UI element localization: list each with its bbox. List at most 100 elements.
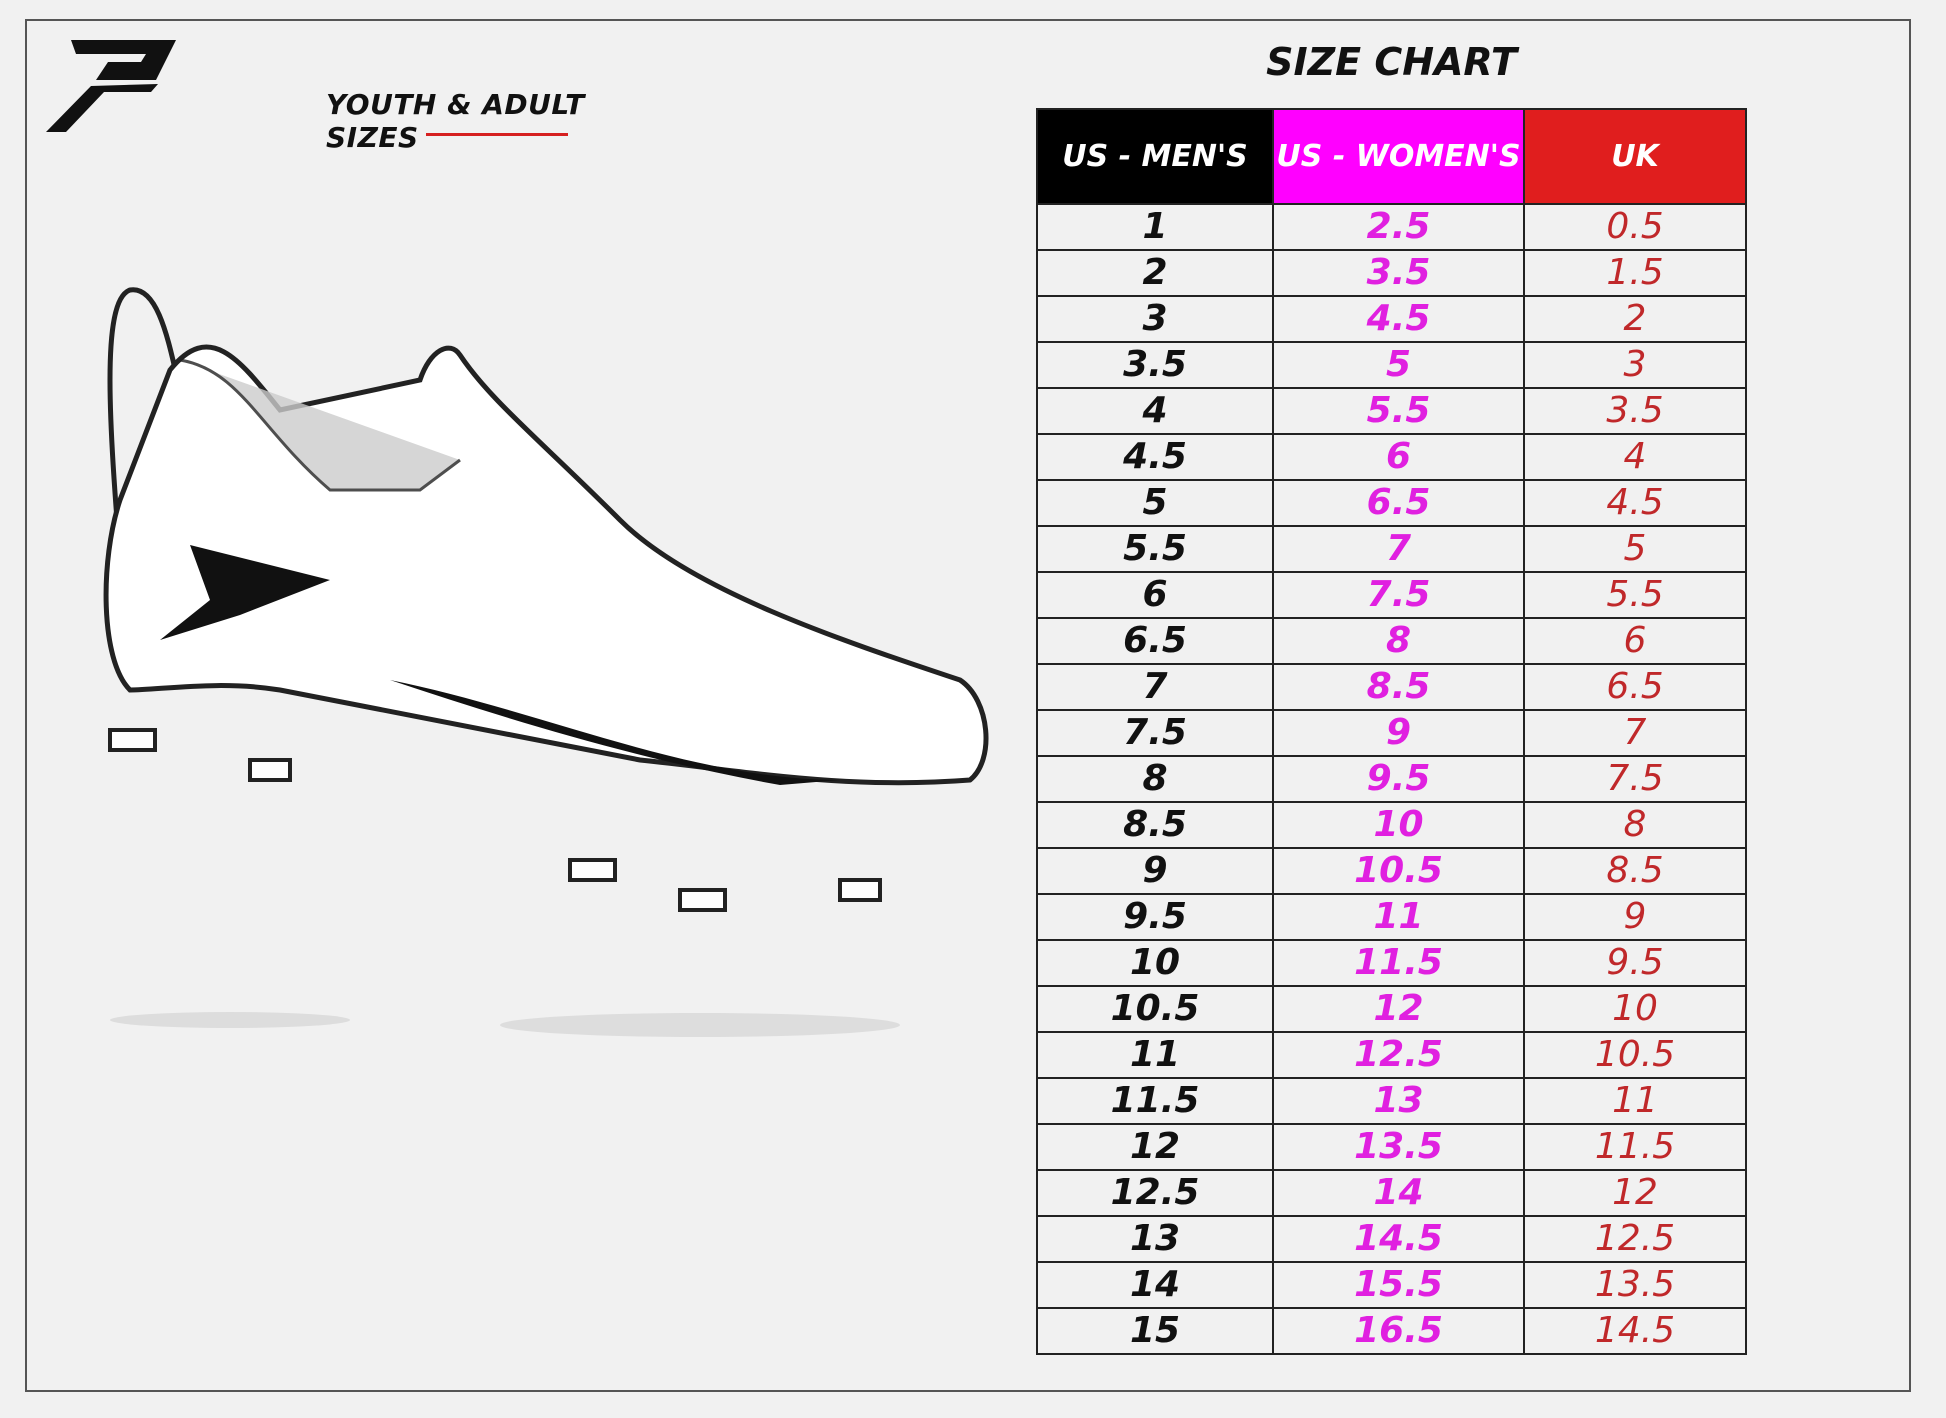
uk-size: 10	[1523, 985, 1747, 1033]
us-women-size: 14.5	[1272, 1215, 1525, 1263]
uk-size: 13.5	[1523, 1261, 1747, 1309]
uk-size: 9.5	[1523, 939, 1747, 987]
us-women-size: 7	[1272, 525, 1525, 573]
us-men-size: 11	[1036, 1031, 1274, 1079]
us-women-size: 8	[1272, 617, 1525, 665]
uk-size: 12	[1523, 1169, 1747, 1217]
us-women-size: 12	[1272, 985, 1525, 1033]
table-row: 1 2.5 0.5	[1036, 203, 1747, 251]
table-row: 3 4.5 2	[1036, 295, 1747, 343]
us-men-size: 3.5	[1036, 341, 1274, 389]
table-row: 8.5 10 8	[1036, 801, 1747, 849]
us-women-size: 8.5	[1272, 663, 1525, 711]
uk-size: 3	[1523, 341, 1747, 389]
us-women-size: 2.5	[1272, 203, 1525, 251]
table-row: 8 9.5 7.5	[1036, 755, 1747, 803]
table-row: 12.5 14 12	[1036, 1169, 1747, 1217]
table-row: 9 10.5 8.5	[1036, 847, 1747, 895]
us-men-size: 8.5	[1036, 801, 1274, 849]
uk-size: 0.5	[1523, 203, 1747, 251]
us-women-size: 9	[1272, 709, 1525, 757]
heading-underline	[426, 133, 568, 136]
table-row: 5.5 7 5	[1036, 525, 1747, 573]
us-men-size: 4.5	[1036, 433, 1274, 481]
us-women-size: 5	[1272, 341, 1525, 389]
table-row: 7 8.5 6.5	[1036, 663, 1747, 711]
us-women-size: 12.5	[1272, 1031, 1525, 1079]
us-women-size: 13.5	[1272, 1123, 1525, 1171]
uk-size: 4	[1523, 433, 1747, 481]
uk-size: 6	[1523, 617, 1747, 665]
us-women-size: 7.5	[1272, 571, 1525, 619]
us-men-size: 5	[1036, 479, 1274, 527]
table-row: 11 12.5 10.5	[1036, 1031, 1747, 1079]
table-row: 12 13.5 11.5	[1036, 1123, 1747, 1171]
us-women-size: 10.5	[1272, 847, 1525, 895]
uk-size: 7.5	[1523, 755, 1747, 803]
brand-logo	[46, 40, 176, 132]
uk-size: 4.5	[1523, 479, 1747, 527]
us-men-size: 1	[1036, 203, 1274, 251]
us-men-size: 12.5	[1036, 1169, 1274, 1217]
uk-size: 2	[1523, 295, 1747, 343]
us-men-size: 8	[1036, 755, 1274, 803]
us-women-size: 14	[1272, 1169, 1525, 1217]
us-women-size: 9.5	[1272, 755, 1525, 803]
column-header-uk: UK	[1523, 108, 1747, 205]
us-women-size: 11.5	[1272, 939, 1525, 987]
us-women-size: 16.5	[1272, 1307, 1525, 1355]
us-women-size: 6	[1272, 433, 1525, 481]
us-men-size: 7.5	[1036, 709, 1274, 757]
uk-size: 11.5	[1523, 1123, 1747, 1171]
us-men-size: 12	[1036, 1123, 1274, 1171]
uk-size: 6.5	[1523, 663, 1747, 711]
table-row: 4 5.5 3.5	[1036, 387, 1747, 435]
us-men-size: 14	[1036, 1261, 1274, 1309]
uk-size: 10.5	[1523, 1031, 1747, 1079]
size-chart-title: SIZE CHART	[1266, 40, 1517, 84]
us-men-size: 3	[1036, 295, 1274, 343]
table-row: 3.5 5 3	[1036, 341, 1747, 389]
uk-size: 14.5	[1523, 1307, 1747, 1355]
us-men-size: 6	[1036, 571, 1274, 619]
us-men-size: 4	[1036, 387, 1274, 435]
uk-size: 7	[1523, 709, 1747, 757]
us-women-size: 10	[1272, 801, 1525, 849]
table-row: 14 15.5 13.5	[1036, 1261, 1747, 1309]
uk-size: 8	[1523, 801, 1747, 849]
uk-size: 5	[1523, 525, 1747, 573]
uk-size: 11	[1523, 1077, 1747, 1125]
us-women-size: 15.5	[1272, 1261, 1525, 1309]
uk-size: 12.5	[1523, 1215, 1747, 1263]
table-row: 6 7.5 5.5	[1036, 571, 1747, 619]
us-women-size: 6.5	[1272, 479, 1525, 527]
us-men-size: 7	[1036, 663, 1274, 711]
us-men-size: 5.5	[1036, 525, 1274, 573]
us-men-size: 2	[1036, 249, 1274, 297]
us-men-size: 6.5	[1036, 617, 1274, 665]
table-row: 5 6.5 4.5	[1036, 479, 1747, 527]
table-row: 10.5 12 10	[1036, 985, 1747, 1033]
size-chart-table: US - MEN'S US - WOMEN'S UK 1 2.5 0.5 2 3.5 1.…	[1036, 108, 1747, 1355]
us-men-size: 9	[1036, 847, 1274, 895]
us-women-size: 4.5	[1272, 295, 1525, 343]
uk-size: 9	[1523, 893, 1747, 941]
us-men-size: 11.5	[1036, 1077, 1274, 1125]
table-row: 2 3.5 1.5	[1036, 249, 1747, 297]
uk-size: 5.5	[1523, 571, 1747, 619]
us-men-size: 15	[1036, 1307, 1274, 1355]
youth-adult-sizes-heading: YOUTH & ADULT SIZES	[326, 88, 585, 154]
table-row: 15 16.5 14.5	[1036, 1307, 1747, 1355]
column-header-us-men: US - MEN'S	[1036, 108, 1274, 205]
table-row: 9.5 11 9	[1036, 893, 1747, 941]
column-header-us-women: US - WOMEN'S	[1272, 108, 1525, 205]
cleat-illustration	[103, 287, 989, 1037]
us-men-size: 9.5	[1036, 893, 1274, 941]
us-women-size: 5.5	[1272, 387, 1525, 435]
us-women-size: 13	[1272, 1077, 1525, 1125]
table-row: 10 11.5 9.5	[1036, 939, 1747, 987]
uk-size: 3.5	[1523, 387, 1747, 435]
us-women-size: 11	[1272, 893, 1525, 941]
table-row: 4.5 6 4	[1036, 433, 1747, 481]
table-row: 11.5 13 11	[1036, 1077, 1747, 1125]
